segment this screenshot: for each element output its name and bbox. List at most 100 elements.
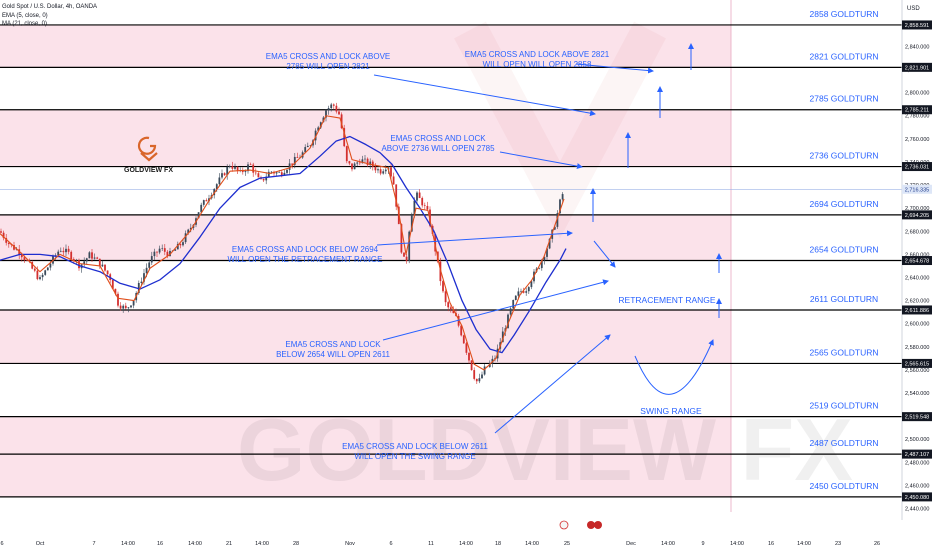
candle-body bbox=[270, 171, 273, 173]
candle-body bbox=[361, 159, 364, 164]
candle-body bbox=[423, 205, 426, 206]
candle-body bbox=[221, 173, 223, 178]
flag-icon bbox=[587, 521, 595, 529]
candle-body bbox=[540, 260, 543, 269]
candle-body bbox=[296, 156, 299, 158]
candle-body bbox=[187, 229, 190, 234]
x-tick-label: Nov bbox=[345, 541, 355, 547]
candle-body bbox=[218, 177, 221, 185]
candle-body bbox=[101, 264, 104, 267]
y-tick-label: 2,620.000 bbox=[905, 299, 929, 305]
y-tick-label: 2,600.000 bbox=[905, 322, 929, 328]
candle-body bbox=[262, 178, 265, 181]
y-tick-label: 2,580.000 bbox=[905, 345, 929, 351]
candle-body bbox=[145, 267, 148, 274]
candle-body bbox=[478, 378, 481, 382]
candle-body bbox=[520, 291, 522, 292]
annotation-arrow bbox=[373, 74, 596, 117]
zones-layer bbox=[0, 0, 732, 512]
candle-body bbox=[184, 233, 187, 243]
candle-body bbox=[410, 214, 413, 232]
candle-body bbox=[166, 251, 169, 256]
time-axis[interactable]: 6 Oct 7 14:00 16 14:00 21 14:00 28 Nov 6 11 14:00 18 1… bbox=[0, 520, 932, 550]
candle-body bbox=[215, 184, 218, 190]
candle-body bbox=[553, 226, 556, 230]
ema5-line bbox=[0, 115, 565, 371]
candle-body bbox=[241, 170, 244, 173]
candle-body bbox=[31, 262, 34, 269]
candle-body bbox=[49, 263, 52, 268]
chart-legend: Gold Spot / U.S. Dollar, 4h, OANDA EMA (… bbox=[2, 3, 97, 29]
candle-body bbox=[213, 189, 216, 196]
candle-body bbox=[345, 146, 348, 162]
currency-label[interactable]: USD bbox=[907, 6, 920, 12]
candle-body bbox=[319, 122, 322, 128]
candle-body bbox=[527, 287, 530, 292]
candle-body bbox=[39, 277, 41, 280]
candle-body bbox=[59, 250, 62, 252]
candle-body bbox=[88, 252, 91, 259]
watermark-text: GOLDVIEW FX bbox=[237, 400, 853, 499]
price-tag-label: 2,858.591 bbox=[905, 23, 929, 29]
goldview-logo: GOLDVIEW FX bbox=[124, 136, 173, 174]
price-tag bbox=[902, 20, 932, 30]
y-tick-label: 2,800.000 bbox=[905, 91, 929, 97]
candle-body bbox=[265, 176, 268, 181]
price-axis[interactable]: 2,440.0002,460.0002,480.0002,500.0002,52… bbox=[901, 0, 932, 550]
candle-body bbox=[65, 248, 67, 253]
candle-body bbox=[384, 169, 387, 172]
level-label: 2858 GOLDTURN bbox=[810, 9, 879, 19]
price-tag bbox=[902, 162, 932, 172]
candle-body bbox=[156, 251, 158, 253]
y-tick-label: 2,500.000 bbox=[905, 437, 929, 443]
annotation-2821: WILL OPEN WILL OPEN 2858 bbox=[483, 60, 592, 69]
level-label: 2519 GOLDTURN bbox=[810, 401, 879, 411]
candle-body bbox=[78, 260, 80, 269]
x-tick-label: 14:00 bbox=[730, 541, 744, 547]
candle-body bbox=[377, 169, 379, 171]
symbol-title[interactable]: Gold Spot / U.S. Dollar, 4h, OANDA bbox=[2, 4, 98, 10]
candle-body bbox=[205, 200, 208, 202]
indicators-layer bbox=[0, 115, 567, 371]
candle-body bbox=[460, 325, 463, 336]
candle-body bbox=[465, 343, 468, 353]
candle-body bbox=[36, 270, 39, 280]
x-tick-label: 23 bbox=[835, 541, 841, 547]
price-tag-label: 2,487.107 bbox=[905, 452, 929, 458]
candle-body bbox=[202, 200, 205, 205]
candle-body bbox=[41, 274, 44, 278]
candle-body bbox=[369, 161, 372, 166]
ema-legend[interactable]: EMA (5, close, 0) bbox=[2, 12, 48, 19]
x-tick-label: 14:00 bbox=[661, 541, 675, 547]
candle-body bbox=[124, 305, 127, 309]
candle-body bbox=[33, 268, 36, 271]
candle-body bbox=[509, 308, 512, 315]
x-tick-label: 14:00 bbox=[797, 541, 811, 547]
zone-band bbox=[0, 416, 731, 497]
level-label: 2821 GOLDTURN bbox=[810, 51, 879, 61]
ma21-line bbox=[0, 135, 567, 354]
candle-body bbox=[330, 104, 333, 109]
price-tag-label: 2,694.205 bbox=[905, 213, 929, 219]
candle-body bbox=[26, 260, 28, 261]
candle-body bbox=[93, 257, 96, 259]
x-tick-label: 14:00 bbox=[188, 541, 202, 547]
candle-body bbox=[176, 243, 179, 250]
candle-body bbox=[70, 251, 73, 260]
price-tag-label: 2,611.886 bbox=[905, 308, 929, 314]
level-label: 2785 GOLDTURN bbox=[810, 94, 879, 104]
candle-body bbox=[278, 172, 281, 173]
candle-body bbox=[468, 352, 470, 361]
candle-body bbox=[2, 232, 5, 239]
price-tag bbox=[902, 62, 932, 72]
event-icons[interactable] bbox=[559, 520, 602, 530]
candle-body bbox=[85, 258, 88, 262]
level-label: 2694 GOLDTURN bbox=[810, 199, 879, 209]
candle-body bbox=[374, 166, 377, 171]
candle-body bbox=[351, 163, 353, 170]
ma-legend[interactable]: MA (21, close, 0) bbox=[2, 21, 48, 27]
candle-body bbox=[304, 147, 307, 153]
candle-body bbox=[512, 299, 515, 309]
candle-body bbox=[530, 281, 533, 288]
